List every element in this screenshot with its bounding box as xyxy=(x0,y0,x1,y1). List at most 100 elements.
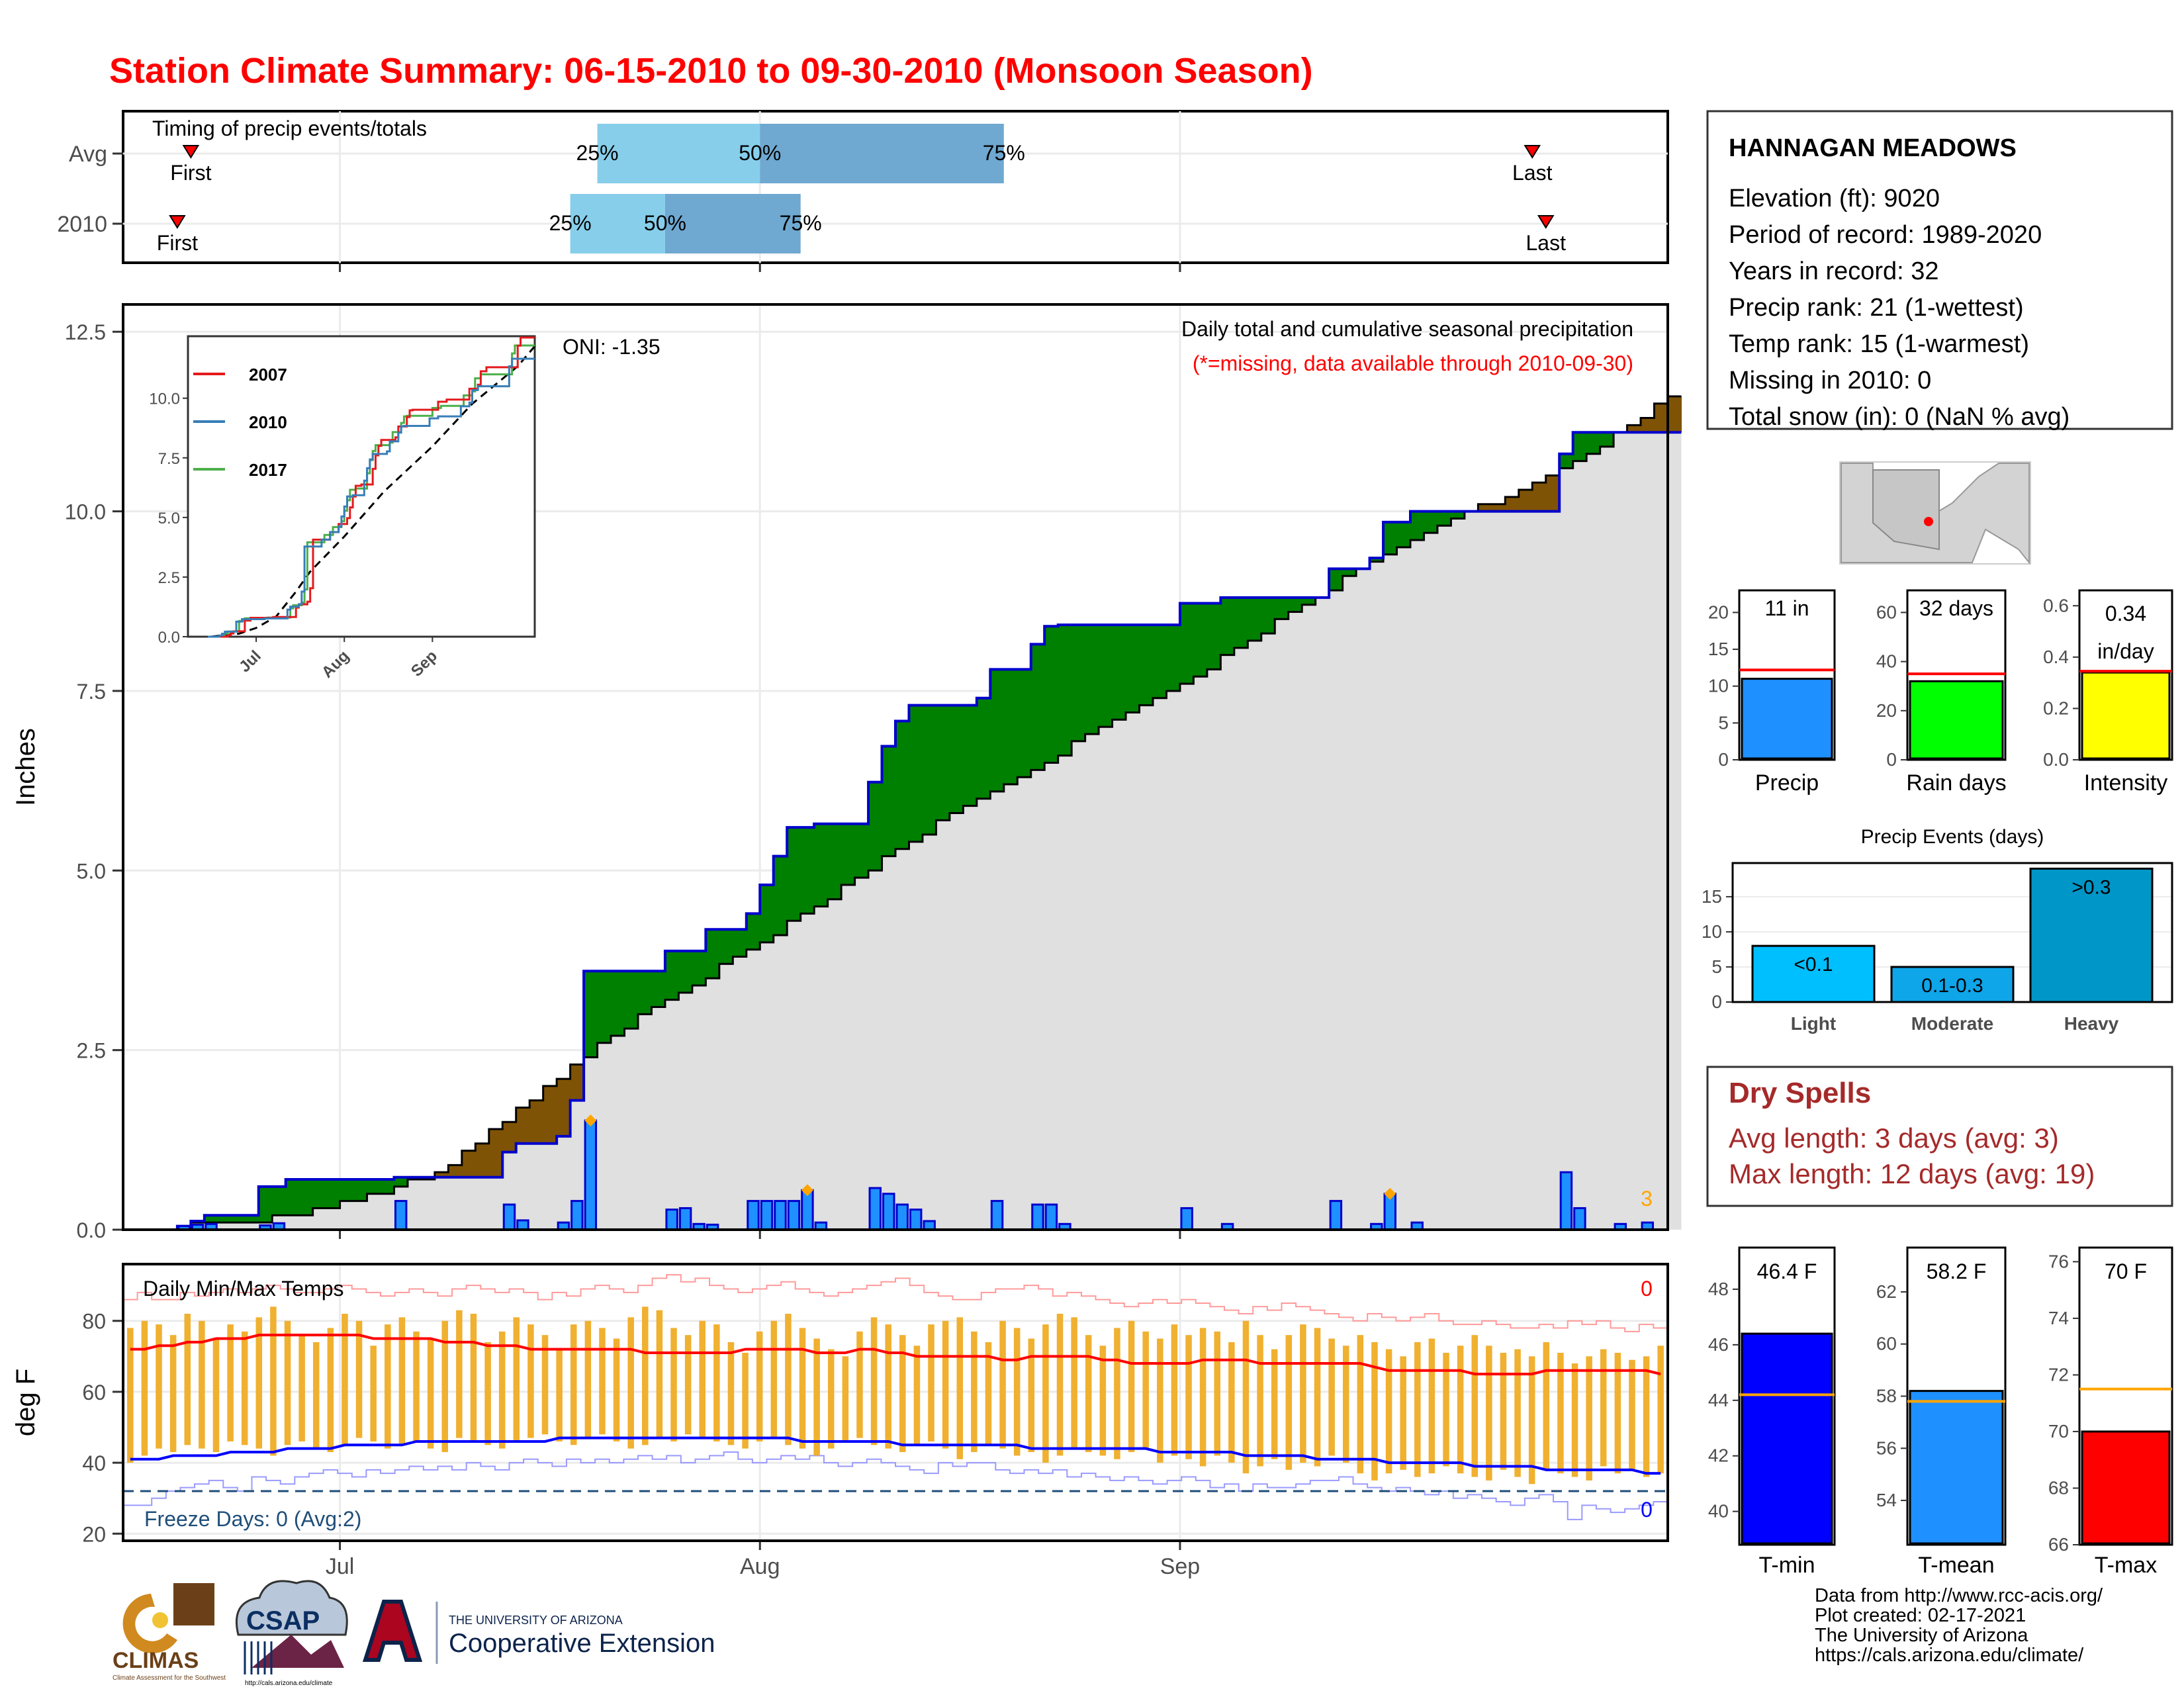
precip-above-avg-area xyxy=(1424,511,1438,533)
precip-above-avg-area xyxy=(1572,432,1587,461)
temp-daily-range-bar xyxy=(727,1342,735,1445)
summary-bar-value-label: 32 days xyxy=(1919,596,1993,620)
precip-above-avg-area xyxy=(1248,597,1262,641)
precip-below-avg-area xyxy=(1627,425,1641,433)
precip-above-avg-area xyxy=(245,1215,259,1223)
station-info-line: Years in record: 32 xyxy=(1729,257,1939,285)
temp-ytick-label: 40 xyxy=(82,1451,106,1475)
temp-daily-range-bar xyxy=(184,1314,191,1445)
dry-spells-box xyxy=(1706,1066,2173,1207)
summary-bar-ytick-label: 0.4 xyxy=(2043,647,2069,667)
precip-2010-cum-line xyxy=(123,431,1682,1231)
temp-daily-range-bar xyxy=(1528,1356,1535,1485)
events-ytick-label: 15 xyxy=(1702,886,1722,907)
precip-cum-grey-area xyxy=(123,432,1682,1230)
temp-summary-ytick-label: 40 xyxy=(1708,1501,1729,1522)
summary-bar-ytick-label: 0 xyxy=(1886,749,1897,770)
summary-bar-ytick-label: 60 xyxy=(1876,602,1897,622)
precip-above-avg-area xyxy=(231,1215,246,1223)
temp-daily-range-bar xyxy=(1443,1352,1449,1467)
summary-bar-intensity xyxy=(2081,671,2171,760)
timing-row-label: 2010 xyxy=(57,212,107,237)
precip-above-avg-area xyxy=(1206,603,1221,670)
temp-daily-range-bar xyxy=(670,1328,677,1441)
precip-max-marker xyxy=(1384,1187,1396,1200)
precip-above-avg-area xyxy=(218,1215,232,1223)
temp-daily-range-bar xyxy=(1142,1331,1149,1449)
temp-summary-ytick-label: 42 xyxy=(1708,1445,1729,1466)
temp-daily-range-bar xyxy=(398,1317,406,1445)
precip-below-avg-area xyxy=(543,1085,557,1144)
temp-daily-range-bar xyxy=(613,1338,620,1441)
precip-above-avg-area xyxy=(285,1179,300,1216)
precip-above-avg-area xyxy=(1369,558,1384,562)
timing-pct-50: 50% xyxy=(644,211,686,235)
temp-summary-ytick-label: 62 xyxy=(1876,1281,1897,1302)
temp-daily-range-bar xyxy=(1085,1335,1092,1453)
temp-daily-range-bar xyxy=(541,1335,549,1435)
precip-above-avg-area xyxy=(611,971,625,1036)
temp-summary-label: T-max xyxy=(2095,1553,2157,1578)
timing-bar-50-75 xyxy=(760,124,1004,183)
precip-above-avg-area xyxy=(1030,644,1045,770)
temp-daily-range-bar xyxy=(1028,1338,1035,1453)
freeze-days-text: Freeze Days: 0 (Avg:2) xyxy=(144,1507,361,1531)
precip-above-avg-area xyxy=(800,827,815,914)
temp-daily-range-bar xyxy=(985,1342,992,1445)
temp-frame xyxy=(122,1263,1669,1542)
precip-above-avg-area xyxy=(1234,597,1248,648)
temp-daily-range-bar xyxy=(1099,1346,1107,1456)
precip-daily-bar xyxy=(502,1203,516,1231)
summary-bar-ytick-label: 10 xyxy=(1708,676,1729,696)
temp-daily-range-bar xyxy=(899,1335,906,1453)
temp-daily-range-bar xyxy=(642,1306,649,1445)
temp-daily-range-bar xyxy=(1157,1338,1163,1463)
precip-above-avg-area xyxy=(1044,626,1059,763)
station-info-line: Missing in 2010: 0 xyxy=(1729,367,1931,394)
temp-ylabel: deg F xyxy=(11,1369,40,1436)
precip-above-avg-area xyxy=(340,1179,354,1201)
temp-daily-range-bar xyxy=(212,1338,220,1453)
precip-above-avg-area xyxy=(882,746,896,856)
credit-line: Plot created: 02-17-2021 xyxy=(1815,1605,2026,1626)
temp-daily-range-bar xyxy=(1199,1328,1206,1467)
temp-summary-bar-t-mean xyxy=(1909,1390,2004,1545)
summary-bar-ytick-label: 0.6 xyxy=(2043,595,2069,616)
ua-logo-line1: THE UNIVERSITY OF ARIZONA xyxy=(449,1614,623,1627)
precip-above-avg-area xyxy=(299,1179,314,1216)
oni-text: ONI: -1.35 xyxy=(563,335,660,359)
temp-avg-max-line xyxy=(130,1334,1661,1376)
precip-above-avg-area xyxy=(258,1186,273,1223)
summary-bar-precip xyxy=(1741,678,1833,760)
precip-above-avg-area xyxy=(664,950,680,1000)
credit-line: Data from http://www.rcc-acis.org/ xyxy=(1815,1585,2103,1606)
temp-daily-range-bar xyxy=(441,1320,449,1453)
temp-summary-ytick-label: 56 xyxy=(1876,1438,1897,1458)
precip-daily-bar xyxy=(1031,1203,1044,1231)
temp-summary-label: T-mean xyxy=(1918,1553,1994,1578)
timing-bar-25-50 xyxy=(570,194,665,253)
precip-above-avg-area xyxy=(1451,511,1465,519)
temp-daily-range-bar xyxy=(1500,1352,1507,1470)
precip-below-avg-area xyxy=(502,1122,517,1152)
temp-daily-range-bar xyxy=(656,1310,663,1438)
precip-max-marker xyxy=(801,1184,813,1197)
temp-record-min-line xyxy=(123,1451,1668,1520)
temp-daily-range-bar xyxy=(355,1320,363,1438)
precip-above-avg-area xyxy=(1071,625,1086,741)
timing-label: Timing of precip events/totals xyxy=(152,116,427,140)
summary-bar-value-label: 0.34 xyxy=(2105,602,2146,625)
precip-above-avg-area xyxy=(1600,432,1614,447)
temp-summary-ytick-label: 76 xyxy=(2048,1251,2069,1271)
precip-above-avg-area xyxy=(1017,669,1032,778)
temp-daily-range-bar xyxy=(1557,1352,1564,1474)
precip-daily-bar xyxy=(1044,1203,1058,1231)
precip-frame xyxy=(122,303,1669,1231)
temp-daily-range-bar xyxy=(127,1328,134,1463)
precip-below-avg-area xyxy=(434,1172,449,1177)
temp-daily-range-bar xyxy=(870,1317,878,1445)
events-bar-text: <0.1 xyxy=(1794,954,1833,976)
precip-above-avg-area xyxy=(760,885,774,942)
events-ytick-label: 0 xyxy=(1711,991,1722,1012)
